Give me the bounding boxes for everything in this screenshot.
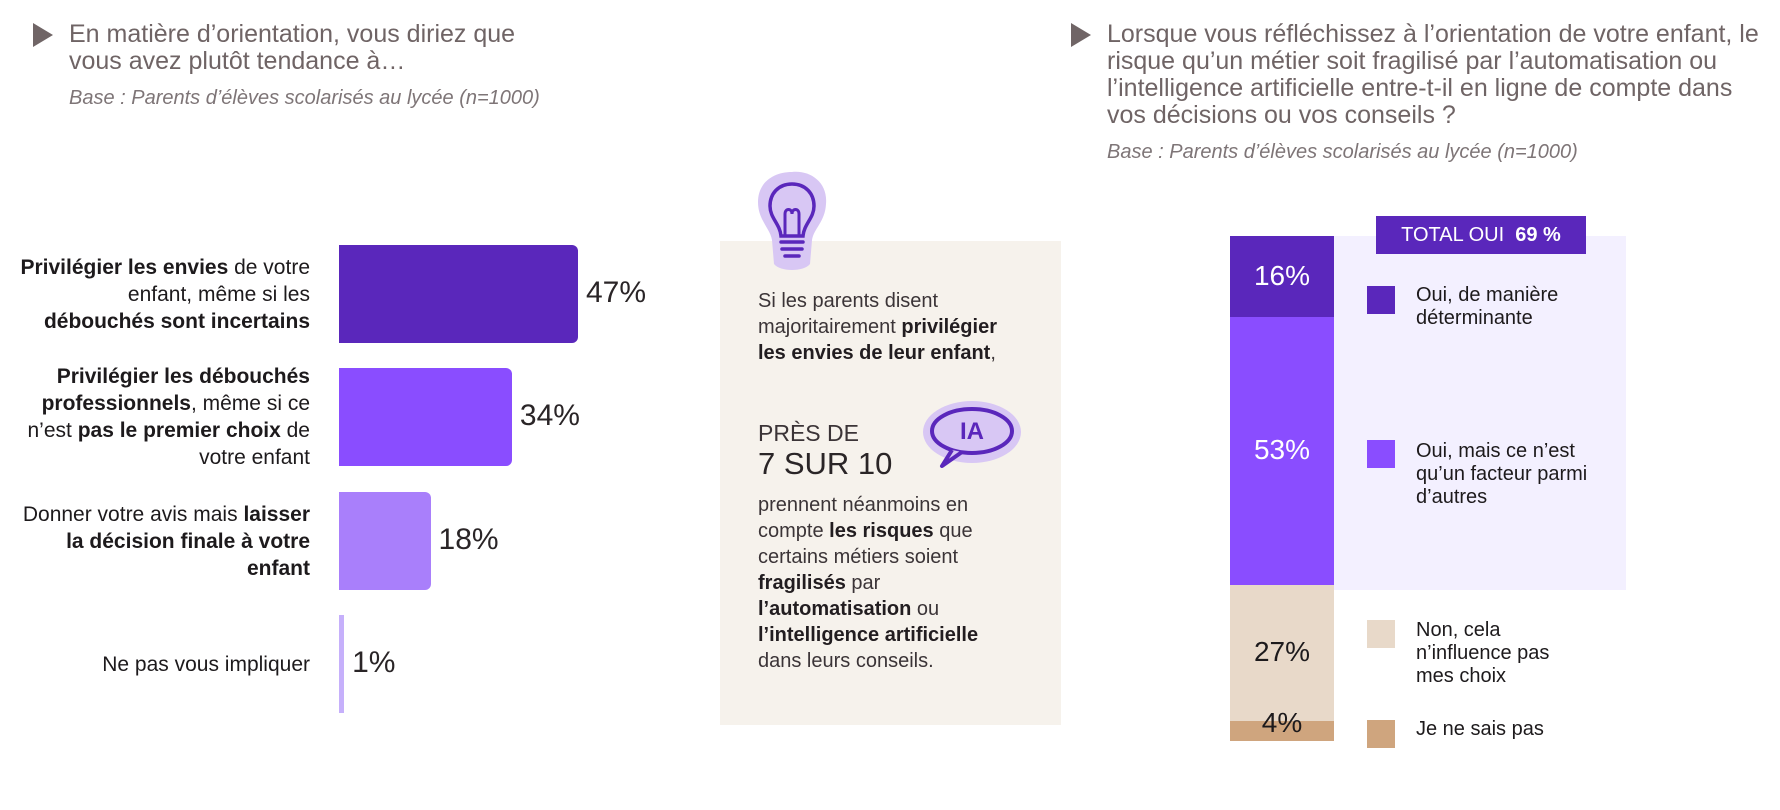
category-label-part: Privilégier les débouchés professionnels: [41, 365, 310, 415]
insight-intro: Si les parents disent majoritairement pr…: [758, 288, 1028, 366]
bar-value-label: 34%: [519, 399, 580, 432]
ia-badge-label: IA: [960, 418, 984, 445]
insight-body-5: par: [845, 572, 881, 594]
legend-label: Non, cela n’influence pas mes choix: [1416, 619, 1550, 687]
legend-swatch: [1367, 286, 1395, 314]
bar: [339, 492, 431, 590]
segment-value-label: 16%: [1253, 259, 1311, 291]
category-label: Privilégier les envies de votre enfant, …: [20, 254, 310, 335]
total-oui-badge: TOTAL OUI 69 %: [1376, 216, 1586, 254]
category-label: Donner votre avis mais laisser la décisi…: [20, 501, 310, 582]
category-label-part: , même si ce n’est: [27, 392, 311, 442]
play-icon: [33, 23, 53, 47]
stacked-segment: [1230, 721, 1334, 741]
left-question-title: En matière d’orientation, vous diriez qu…: [69, 20, 516, 75]
category-label-part: de votre enfant: [199, 419, 310, 469]
right-question-base: Base : Parents d’élèves scolarisés au ly…: [1107, 141, 1578, 163]
lightbulb-icon: [752, 168, 832, 278]
insight-body-2: les risques: [829, 520, 934, 542]
insight-intro-bold: privilégier les envies de leur enfant: [758, 316, 997, 364]
insight-body-4: fragilisés: [758, 572, 846, 594]
stacked-segment: [1230, 585, 1334, 721]
segment-value-label: 53%: [1253, 434, 1311, 465]
play-icon: [1071, 23, 1091, 47]
insight-body-6: l’automatisation: [758, 598, 912, 620]
segment-value-label: 27%: [1253, 636, 1311, 667]
bar: [339, 368, 512, 466]
total-oui-value: 69 %: [1515, 224, 1561, 246]
left-question-base: Base : Parents d’élèves scolarisés au ly…: [69, 87, 540, 109]
legend-swatch: [1367, 440, 1395, 468]
legend-label: Oui, mais ce n’est qu’un facteur parmi d…: [1416, 440, 1588, 508]
category-label: Privilégier les débouchés professionnels…: [20, 363, 311, 471]
insight-box: [720, 241, 1061, 725]
category-label-part: pas le premier choix: [77, 419, 281, 442]
category-label-part: Donner votre avis mais: [22, 502, 244, 526]
category-label-part: débouchés sont incertains: [43, 309, 310, 333]
stacked-segment: [1230, 317, 1334, 585]
insight-body: prennent néanmoins en compte les risques…: [758, 492, 1018, 674]
legend-swatch: [1367, 720, 1395, 748]
bar-value-label: 47%: [586, 276, 647, 309]
segment-value-label: 4%: [1261, 707, 1303, 738]
category-label-part: laisser la décision finale à votre enfan…: [66, 502, 310, 580]
category-label: Ne pas vous impliquer: [20, 651, 310, 678]
total-oui-label: TOTAL OUI: [1401, 224, 1505, 246]
left-bar-chart: Privilégier les envies de votre enfant, …: [0, 0, 700, 810]
bar: [339, 615, 345, 713]
bar: [339, 245, 578, 343]
legend-label: Je ne sais pas: [1416, 718, 1544, 740]
insight-body-8: l’intelligence artificielle: [758, 624, 979, 646]
legend-swatch: [1367, 620, 1395, 648]
category-label-part: de votre enfant, même si les: [127, 255, 310, 306]
insight-intro-plain: Si les parents disent majoritairement: [758, 290, 939, 338]
category-label-part: Privilégier les envies: [20, 255, 229, 279]
insight-body-9: dans leurs conseils.: [758, 650, 934, 672]
insight-big-stat: 7 SUR 10: [758, 446, 893, 481]
insight-pres-de: PRÈS DE: [758, 420, 859, 446]
category-label-part: Ne pas vous impliquer: [102, 652, 310, 676]
insight-body-1: prennent néanmoins en compte: [758, 494, 969, 542]
insight-intro-end: ,: [990, 342, 996, 364]
bar-value-label: 1%: [352, 646, 396, 679]
bar-value-label: 18%: [438, 523, 499, 556]
ia-bubble-icon: [918, 398, 1022, 474]
stacked-segment: [1230, 236, 1334, 317]
insight-body-3: que certains métiers soient: [758, 520, 973, 568]
right-question-title: Lorsque vous réfléchissez à l’orientatio…: [1107, 20, 1759, 129]
insight-body-7: ou: [911, 598, 940, 620]
legend-label: Oui, de manière déterminante: [1416, 284, 1559, 329]
